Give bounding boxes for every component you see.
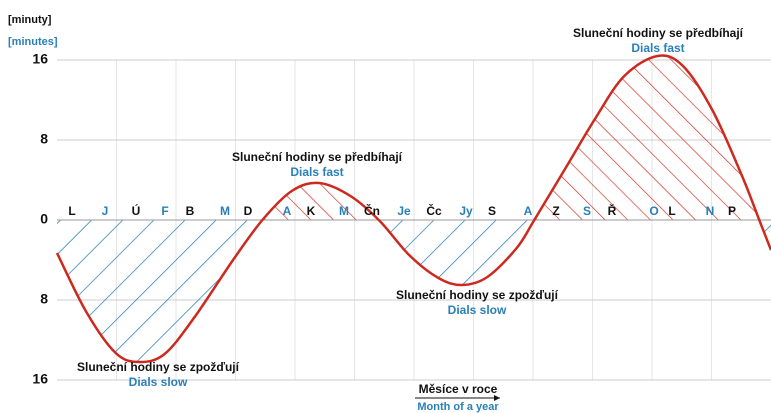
- month-label: A: [283, 204, 292, 218]
- x-label: Měsíce v roce: [419, 382, 498, 396]
- month-label: M: [339, 204, 349, 218]
- month-label: Z: [552, 204, 559, 218]
- month-label: A: [524, 204, 533, 218]
- y-label-en: [minutes]: [8, 36, 58, 48]
- y-tick-label: 8: [40, 131, 48, 147]
- y-tick-label: 16: [32, 51, 48, 67]
- month-label: P: [728, 204, 736, 218]
- month-label: M: [220, 204, 230, 218]
- x-label-en: Month of a year: [417, 401, 499, 413]
- annotation-en: Dials slow: [448, 303, 507, 317]
- month-label: Ú: [132, 203, 141, 218]
- curve: [55, 54, 771, 364]
- annotation: Sluneční hodiny se zpožďují: [396, 288, 559, 302]
- month-label: K: [307, 204, 316, 218]
- annotation-en: Dials fast: [631, 41, 684, 55]
- month-label: L: [668, 204, 675, 218]
- hatch-fast: [57, 55, 771, 220]
- annotation: Sluneční hodiny se předbíhají: [573, 26, 744, 40]
- annotation: Sluneční hodiny se předbíhají: [232, 150, 403, 164]
- month-label: Čc: [426, 203, 442, 218]
- month-label: D: [244, 204, 253, 218]
- month-label: Ř: [608, 203, 617, 218]
- month-label: J: [102, 204, 109, 218]
- month-label: S: [488, 204, 496, 218]
- annotation-en: Dials slow: [129, 375, 188, 389]
- arrow-head: [494, 395, 500, 401]
- y-tick-label: 16: [32, 371, 48, 387]
- annotation: Sluneční hodiny se zpožďují: [77, 360, 240, 374]
- month-label: O: [649, 204, 658, 218]
- month-label: Je: [397, 204, 411, 218]
- y-tick-label: 8: [40, 291, 48, 307]
- y-label: [minuty]: [8, 14, 52, 26]
- month-label: B: [186, 204, 195, 218]
- month-label: S: [583, 204, 591, 218]
- month-label: F: [161, 204, 168, 218]
- month-label: L: [68, 204, 75, 218]
- annotation-en: Dials fast: [290, 165, 343, 179]
- month-label: Čn: [364, 203, 380, 218]
- month-label: Jy: [459, 204, 473, 218]
- y-tick-label: 0: [40, 211, 48, 227]
- month-label: N: [706, 204, 715, 218]
